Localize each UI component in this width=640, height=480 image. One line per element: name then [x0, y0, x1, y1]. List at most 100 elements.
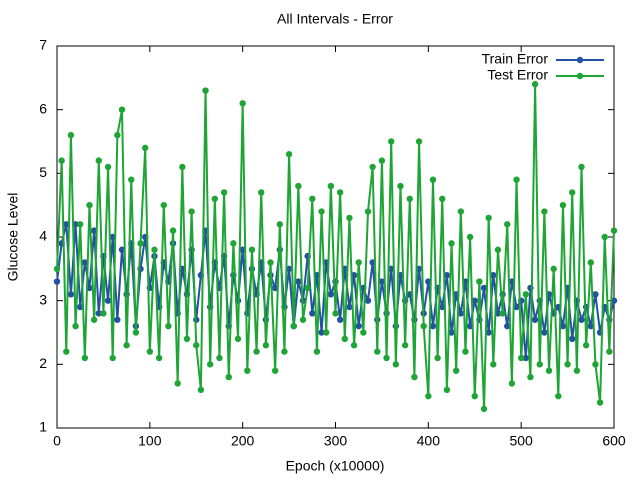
data-point	[128, 176, 135, 183]
data-point	[132, 329, 140, 336]
chart-title: All Intervals - Error	[277, 11, 393, 27]
data-point	[58, 157, 65, 164]
data-point	[504, 322, 511, 330]
data-point	[118, 246, 126, 253]
y-tick-label: 3	[39, 291, 47, 307]
data-point	[429, 176, 437, 183]
data-point	[406, 195, 413, 202]
data-point	[517, 354, 525, 362]
data-point	[244, 367, 251, 374]
data-point	[346, 214, 353, 222]
data-point	[480, 284, 488, 292]
data-point	[582, 342, 590, 349]
data-point	[63, 221, 70, 228]
data-point	[211, 195, 219, 202]
data-point	[466, 233, 474, 241]
data-point	[541, 208, 548, 215]
data-point	[522, 354, 530, 362]
data-point	[206, 361, 214, 368]
data-point	[100, 310, 107, 317]
data-point	[285, 265, 293, 273]
data-point	[67, 131, 75, 139]
data-point	[610, 297, 618, 304]
data-point	[415, 138, 423, 145]
data-point	[295, 182, 302, 190]
data-point	[388, 265, 395, 273]
legend-label: Test Error	[487, 67, 548, 83]
data-point	[569, 335, 576, 343]
data-point	[179, 163, 186, 171]
data-point	[197, 386, 205, 393]
data-point	[429, 322, 437, 330]
data-point	[513, 176, 520, 183]
data-point	[592, 291, 599, 298]
data-point	[309, 195, 316, 202]
data-point	[378, 278, 386, 285]
data-point	[606, 348, 613, 355]
x-tick-label: 500	[509, 433, 533, 449]
legend-marker	[576, 72, 584, 80]
data-point	[462, 348, 469, 355]
data-point	[63, 348, 70, 355]
data-point	[188, 208, 195, 215]
data-point	[146, 348, 154, 355]
data-point	[369, 163, 376, 171]
data-point	[67, 291, 75, 298]
data-point	[318, 329, 325, 336]
data-point	[220, 189, 228, 196]
data-point	[550, 265, 557, 273]
data-point	[81, 354, 89, 362]
data-point	[81, 259, 89, 266]
y-tick-label: 5	[39, 164, 47, 180]
data-point	[155, 354, 163, 362]
data-point	[392, 361, 400, 368]
data-point	[610, 227, 618, 234]
data-point	[355, 259, 362, 266]
data-point	[72, 322, 79, 330]
data-point	[383, 354, 390, 362]
data-point	[452, 367, 460, 374]
data-point	[114, 316, 121, 323]
x-tick-label: 100	[138, 433, 162, 449]
data-point	[378, 157, 386, 164]
data-point	[545, 367, 553, 374]
x-tick-label: 200	[231, 433, 255, 449]
y-tick-label: 4	[39, 228, 47, 244]
data-point	[346, 303, 353, 311]
data-point	[53, 278, 61, 285]
data-point	[364, 297, 372, 304]
data-point	[151, 246, 158, 253]
data-point	[513, 303, 520, 311]
x-tick-label: 0	[53, 433, 61, 449]
data-point	[323, 329, 330, 336]
data-point	[559, 322, 567, 330]
data-point	[587, 259, 594, 266]
data-point	[327, 182, 335, 190]
data-point	[318, 208, 325, 215]
data-point	[258, 189, 265, 196]
y-tick-label: 2	[39, 355, 47, 371]
y-tick-label: 6	[39, 100, 47, 116]
data-point	[397, 182, 404, 190]
data-point	[555, 392, 562, 400]
data-point	[271, 367, 279, 374]
data-point	[476, 278, 483, 285]
data-point	[137, 240, 144, 247]
x-tick-label: 600	[602, 433, 626, 449]
data-point	[448, 329, 455, 336]
data-point	[304, 284, 311, 292]
data-point	[569, 189, 576, 196]
data-point	[53, 265, 61, 273]
data-point	[443, 272, 451, 279]
data-point	[541, 329, 548, 336]
y-axis-label: Glucose Level	[5, 193, 21, 282]
legend-label: Train Error	[482, 51, 549, 67]
data-point	[299, 316, 307, 323]
data-point	[90, 316, 98, 323]
data-point	[490, 361, 497, 368]
data-point	[169, 227, 177, 234]
data-point	[531, 316, 539, 323]
data-point	[239, 100, 246, 107]
data-point	[350, 342, 358, 349]
